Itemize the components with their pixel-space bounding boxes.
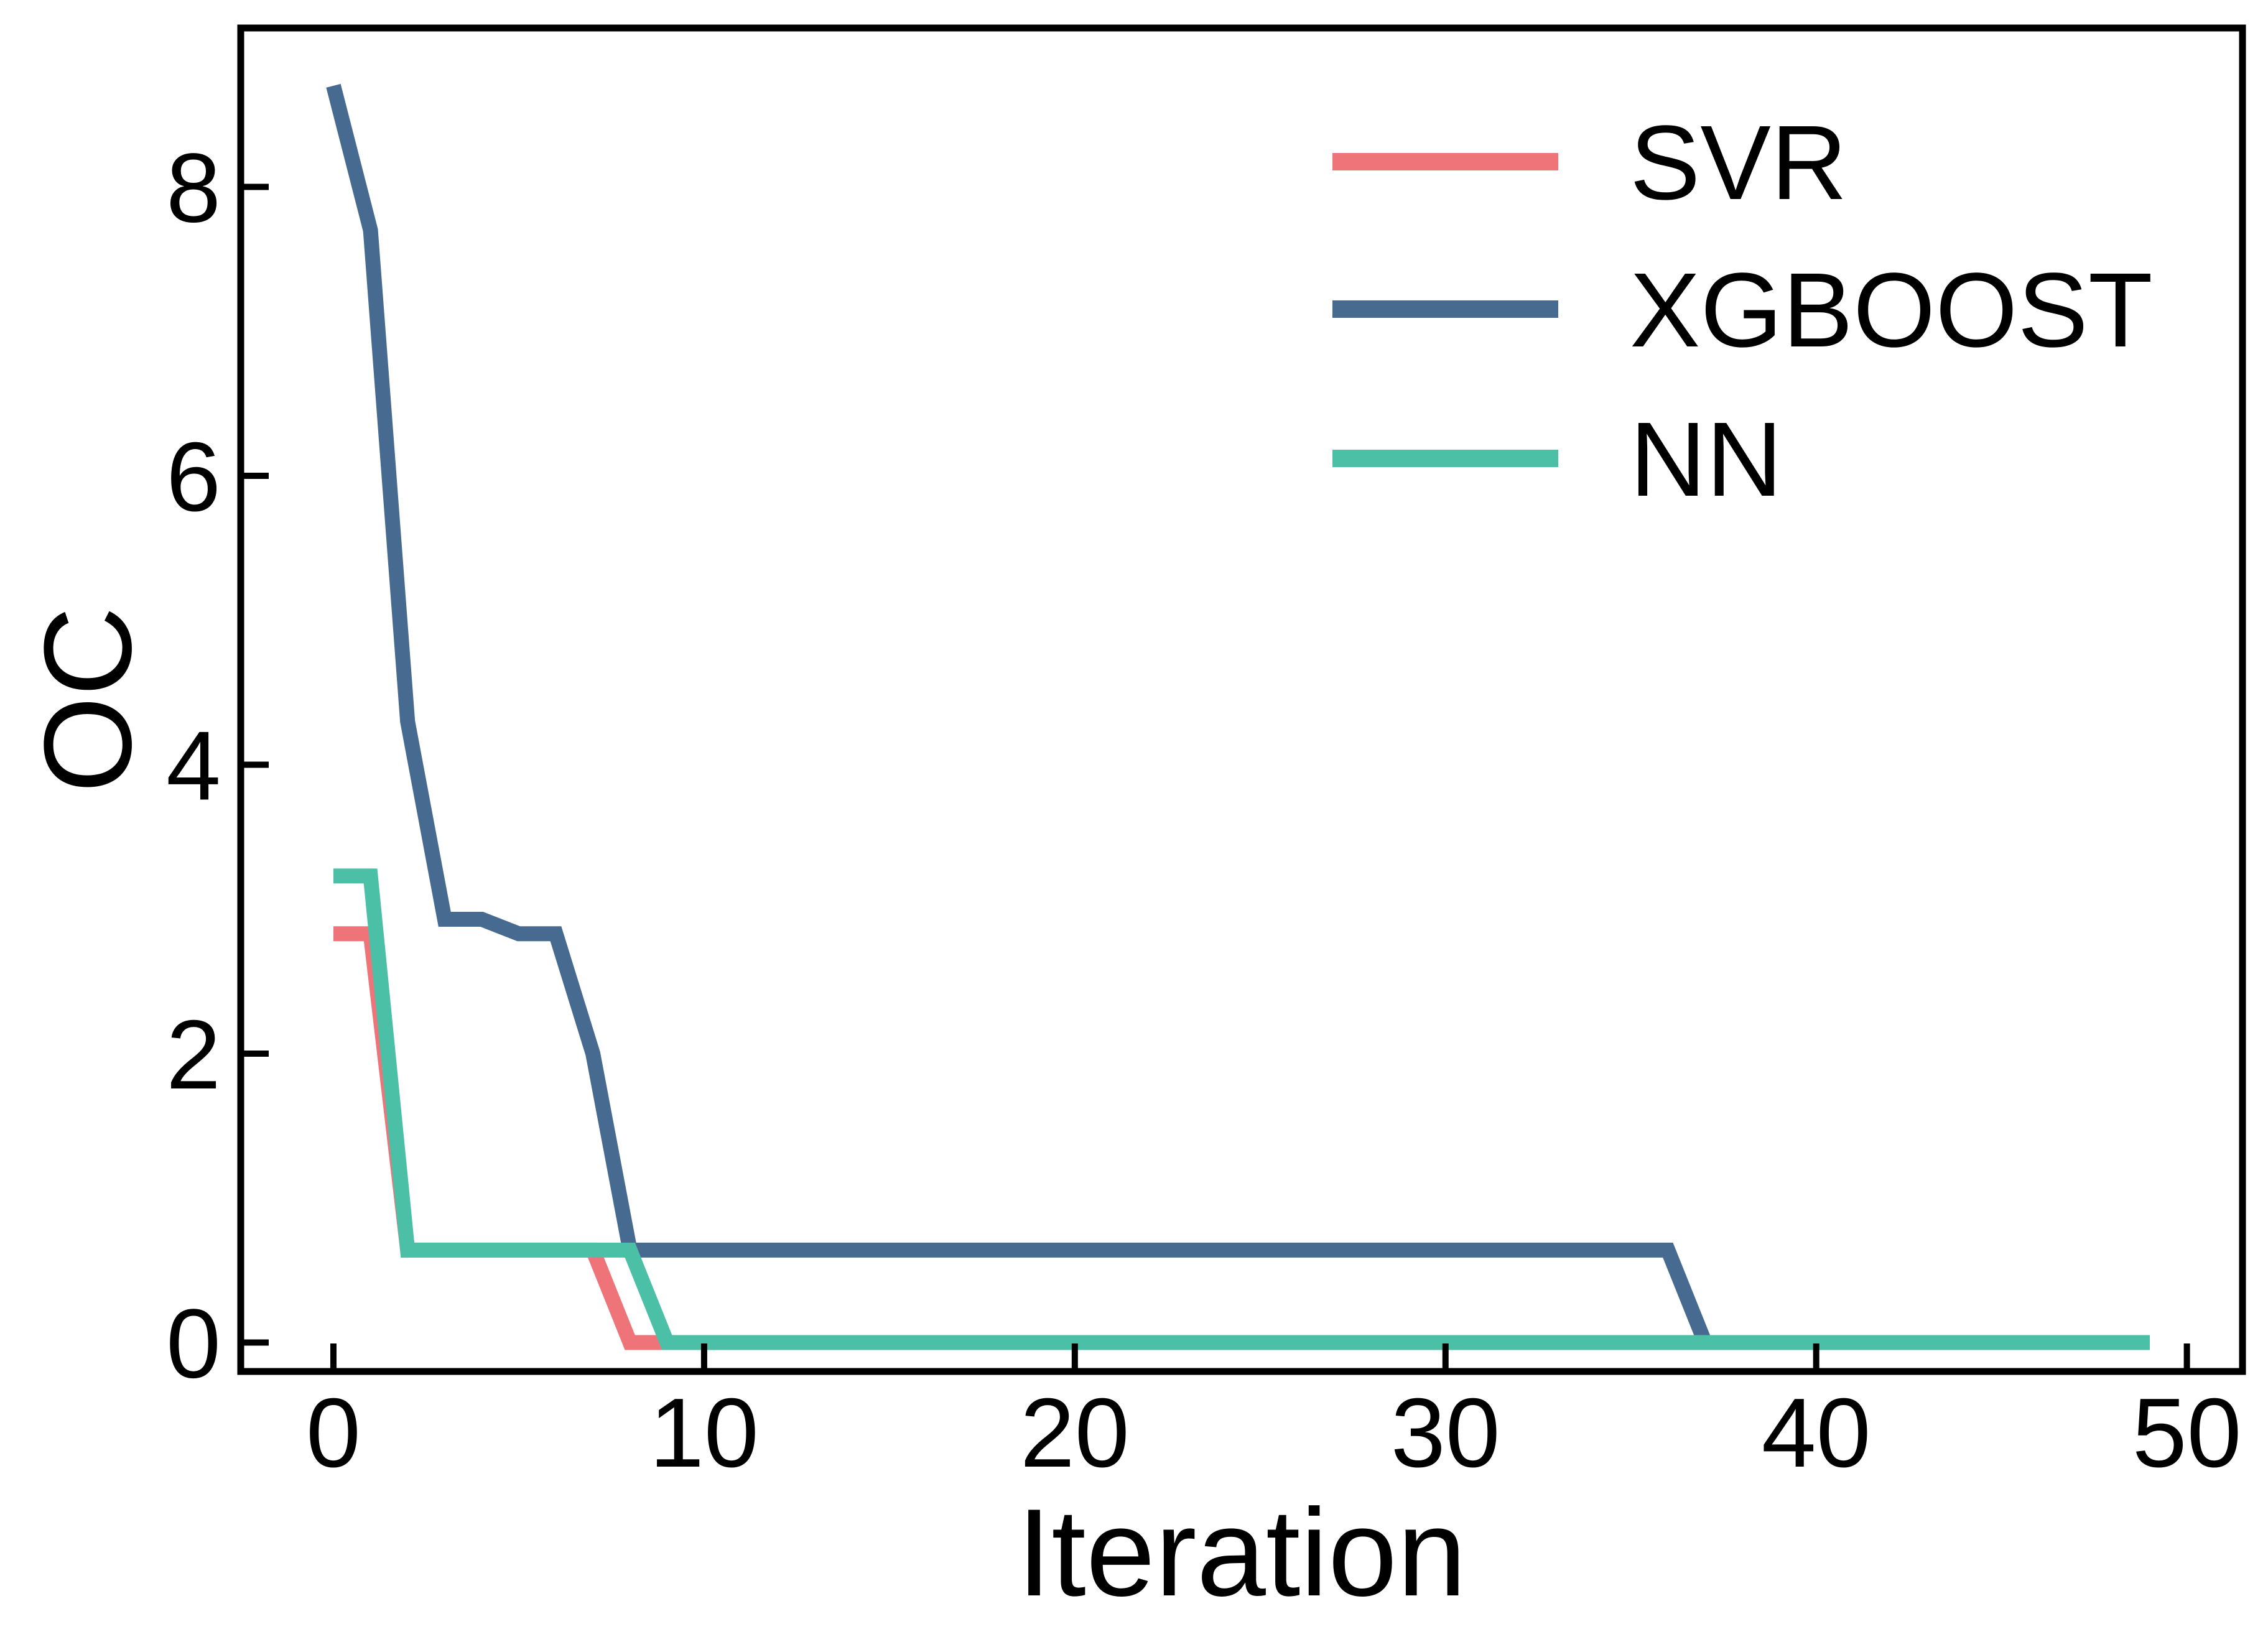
series-layer (326, 83, 2150, 1350)
x-tick-label: 40 (1762, 1378, 1871, 1488)
x-tick-label: 20 (1020, 1378, 1130, 1488)
series-line-nn (333, 868, 2150, 1350)
x-tick-label: 0 (306, 1378, 361, 1488)
y-tick-label: 0 (166, 1289, 221, 1399)
legend-label-nn: NN (1630, 401, 1783, 519)
legend-label-xgboost: XGBOOST (1630, 251, 2153, 369)
x-tick-label: 10 (649, 1378, 759, 1488)
x-tick-label: 30 (1391, 1378, 1500, 1488)
x-tick-label: 50 (2132, 1378, 2242, 1488)
y-tick-label: 6 (166, 422, 221, 532)
legend-label-svr: SVR (1630, 104, 1847, 222)
y-tick-label: 4 (166, 712, 221, 821)
ticks-layer: 0 10 20 30 40 50 0 2 4 6 8 (166, 133, 2241, 1488)
legend: SVR XGBOOST NN (1332, 104, 2153, 519)
y-tick-label: 2 (166, 1000, 221, 1110)
x-axis-title: Iteration (1017, 1483, 1467, 1622)
y-axis-title: OC (19, 606, 157, 793)
y-tick-label: 8 (166, 133, 221, 243)
plot-frame (237, 24, 2246, 1375)
